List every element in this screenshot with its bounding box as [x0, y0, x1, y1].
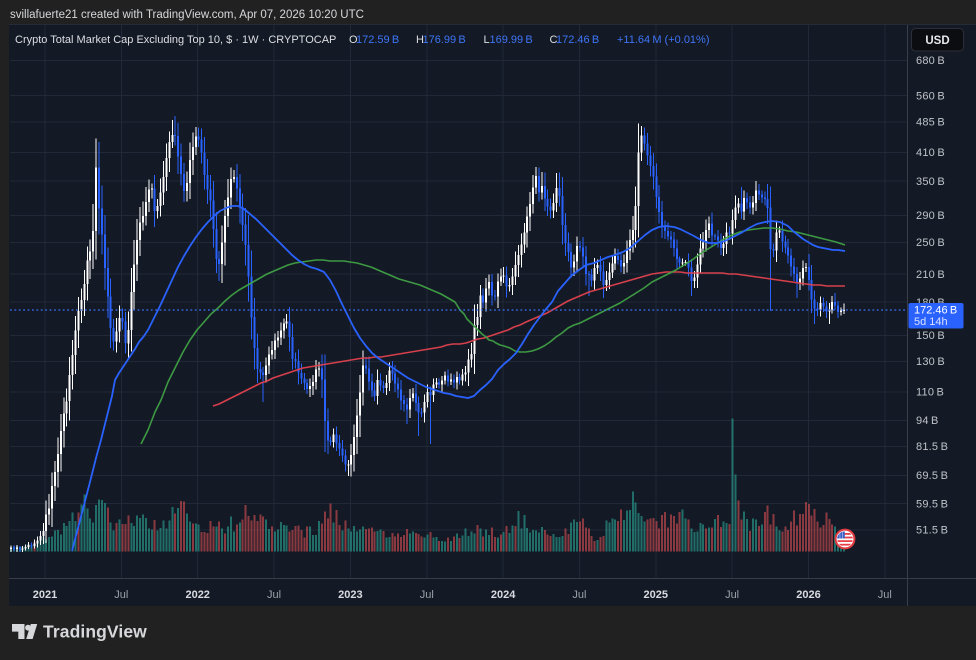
svg-text:TradingView: TradingView	[43, 622, 147, 642]
svg-text:172.46 B: 172.46 B	[914, 305, 957, 317]
svg-text:169.99 B: 169.99 B	[490, 34, 533, 46]
svg-text:69.5 B: 69.5 B	[916, 470, 948, 482]
svg-text:485 B: 485 B	[916, 117, 945, 129]
svg-text:Jul: Jul	[114, 589, 128, 601]
svg-text:51.5 B: 51.5 B	[916, 525, 948, 537]
svg-text:2021: 2021	[33, 589, 57, 601]
svg-text:150 B: 150 B	[916, 330, 945, 342]
svg-text:172.46 B: 172.46 B	[556, 34, 599, 46]
svg-text:110 B: 110 B	[916, 387, 944, 399]
svg-text:Jul: Jul	[878, 589, 892, 601]
svg-text:2025: 2025	[644, 589, 668, 601]
svg-text:290 B: 290 B	[916, 210, 945, 222]
svg-text:250 B: 250 B	[916, 237, 945, 249]
svg-text:Jul: Jul	[725, 589, 739, 601]
svg-text:59.5 B: 59.5 B	[916, 499, 948, 511]
svg-text:5d 14h: 5d 14h	[914, 316, 948, 328]
svg-text:O: O	[349, 34, 358, 46]
svg-text:Jul: Jul	[572, 589, 586, 601]
svg-text:2026: 2026	[796, 589, 820, 601]
svg-text:svillafuerte21 created with Tr: svillafuerte21 created with TradingView.…	[10, 9, 364, 21]
svg-text:H: H	[416, 34, 424, 46]
svg-text:Crypto Total Market Cap Exclud: Crypto Total Market Cap Excluding Top 10…	[15, 34, 336, 46]
svg-text:350 B: 350 B	[916, 176, 945, 188]
svg-text:Jul: Jul	[420, 589, 434, 601]
svg-text:176.99 B: 176.99 B	[423, 34, 466, 46]
svg-text:410 B: 410 B	[916, 147, 945, 159]
svg-text:560 B: 560 B	[916, 90, 945, 102]
svg-text:680 B: 680 B	[916, 55, 945, 67]
svg-text:172.59 B: 172.59 B	[356, 34, 399, 46]
svg-text:C: C	[550, 34, 558, 46]
svg-text:130 B: 130 B	[916, 356, 945, 368]
svg-text:Jul: Jul	[267, 589, 281, 601]
svg-text:81.5 B: 81.5 B	[916, 441, 948, 453]
svg-text:94 B: 94 B	[916, 415, 939, 427]
svg-text:L: L	[484, 34, 490, 46]
svg-text:+11.64 M (+0.01%): +11.64 M (+0.01%)	[617, 34, 710, 46]
svg-text:2022: 2022	[185, 589, 209, 601]
svg-text:210 B: 210 B	[916, 269, 945, 281]
svg-text:2024: 2024	[491, 589, 516, 601]
svg-text:2023: 2023	[338, 589, 362, 601]
svg-text:USD: USD	[925, 35, 949, 47]
